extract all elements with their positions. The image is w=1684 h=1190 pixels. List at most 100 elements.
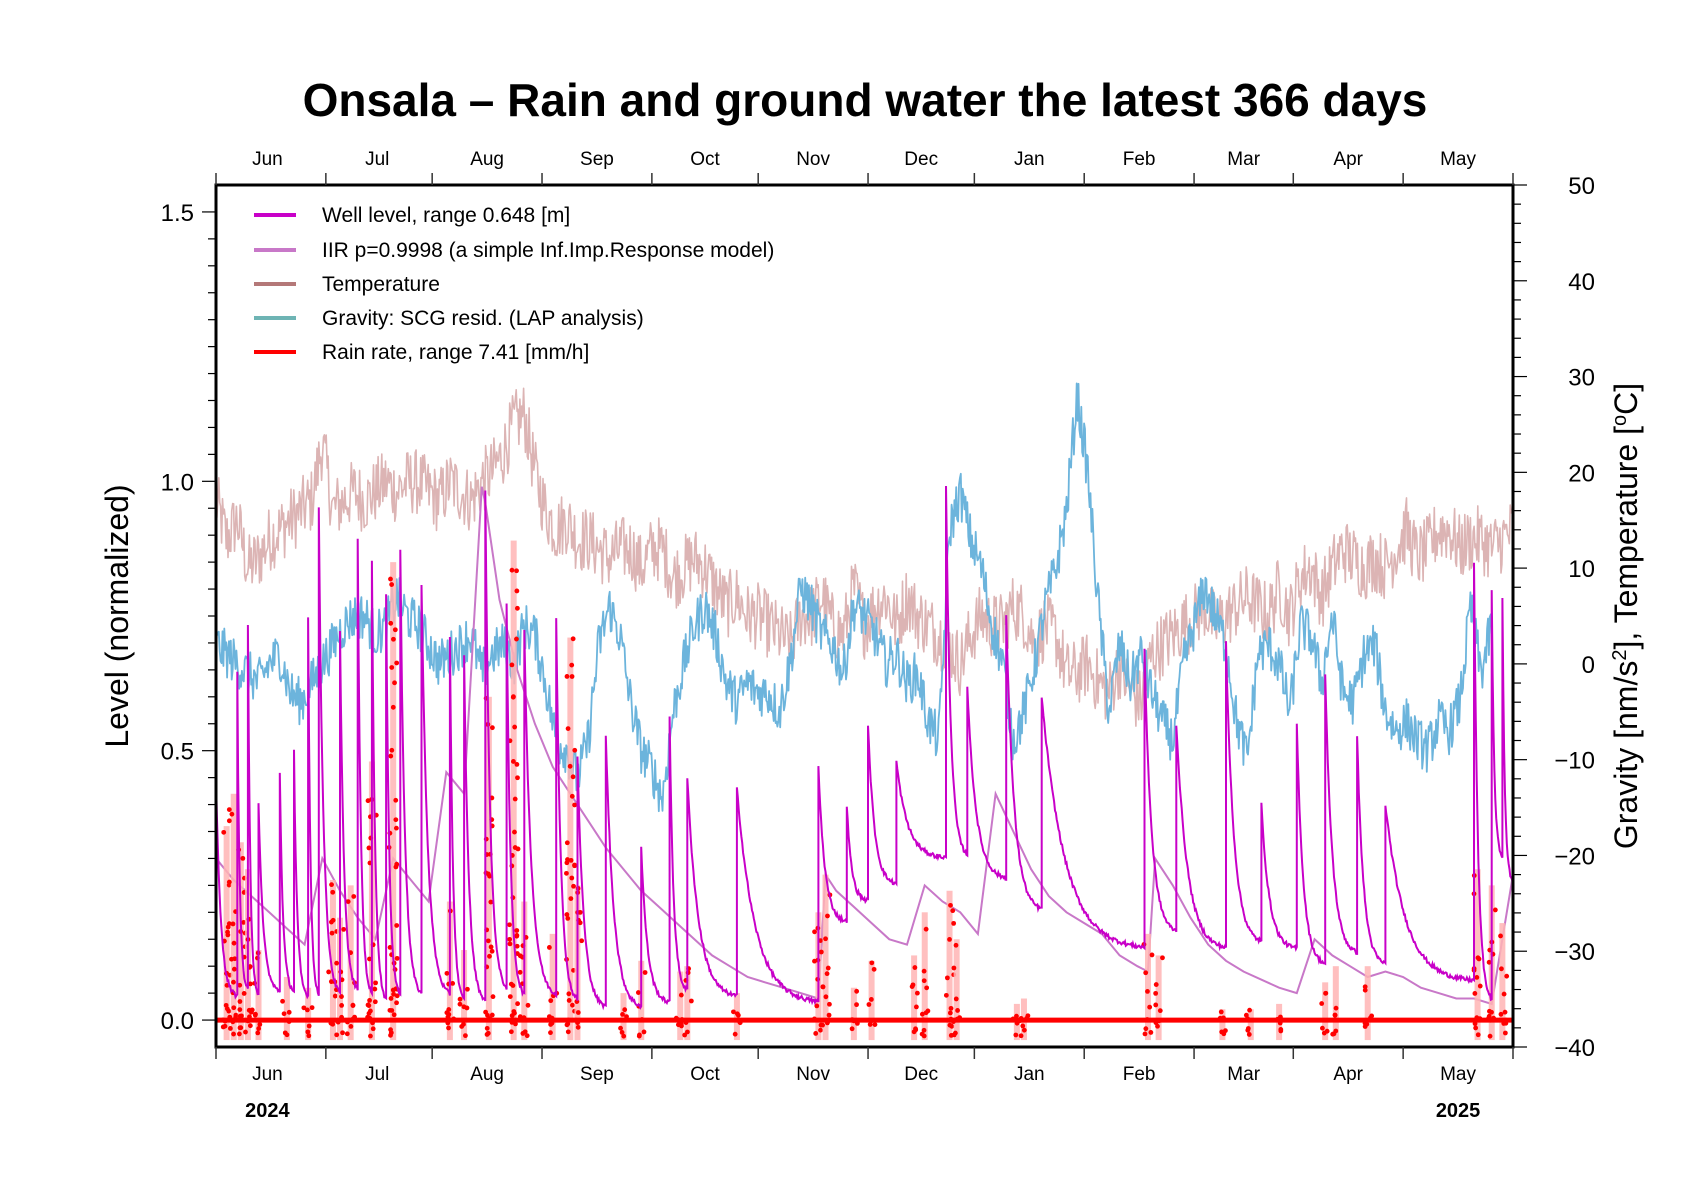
- rain-point: [459, 1024, 465, 1029]
- rain-event: [731, 993, 743, 1041]
- rain-point: [872, 1022, 878, 1028]
- rain-bar: [329, 879, 336, 1041]
- y2-tick-label: 50: [1568, 173, 1595, 200]
- axes-layer: 0.0 0.5 1.0 1.5 −40 −30 −20 −10 0 10 20 30 40 50 Jun Ju…: [161, 149, 1595, 1122]
- rain-point: [854, 1002, 859, 1008]
- rain-point: [1502, 1030, 1508, 1036]
- rain-event: [226, 793, 239, 1041]
- rain-point: [620, 1012, 625, 1017]
- x-top-month-label: Apr: [1333, 149, 1363, 170]
- rain-point: [457, 1001, 463, 1007]
- rain-point: [1492, 907, 1498, 913]
- rain-point: [1333, 1005, 1339, 1011]
- rain-point: [1324, 1028, 1330, 1034]
- rain-point: [248, 1009, 254, 1015]
- rain-point: [913, 1027, 919, 1033]
- rain-point: [457, 996, 463, 1002]
- rain-bar: [390, 562, 397, 1041]
- temperature-line: [216, 387, 1513, 727]
- rain-point: [1020, 1023, 1026, 1029]
- rain-point: [919, 1011, 925, 1017]
- rain-point: [575, 1024, 581, 1030]
- rain-point: [394, 993, 400, 999]
- x-bottom-month-label: Nov: [796, 1064, 830, 1085]
- rain-point: [514, 933, 520, 938]
- rain-event: [507, 540, 521, 1041]
- rain-point: [221, 829, 227, 835]
- rain-point: [1218, 1009, 1224, 1015]
- x-top-month-label: Sep: [580, 149, 614, 170]
- rain-point: [229, 811, 235, 817]
- rain-point: [514, 928, 520, 933]
- rain-point: [1149, 952, 1155, 958]
- rain-point: [334, 960, 340, 966]
- rain-point: [682, 1032, 688, 1038]
- rain-event: [1243, 1007, 1254, 1041]
- rain-point: [231, 1031, 236, 1037]
- rain-point: [871, 966, 877, 972]
- rain-point: [463, 1033, 468, 1039]
- rain-point: [286, 1009, 292, 1015]
- rain-point: [231, 966, 237, 972]
- x-bottom-month-label: May: [1440, 1064, 1476, 1085]
- rain-point: [226, 807, 232, 813]
- rain-point: [572, 747, 578, 753]
- x-bottom-month-label: Jan: [1014, 1064, 1045, 1085]
- rain-point: [1362, 984, 1368, 990]
- legend-item-temperature: Temperature: [254, 273, 440, 296]
- rain-point: [389, 665, 395, 670]
- rain-point: [226, 879, 232, 885]
- rain-point: [525, 1002, 531, 1008]
- rain-point: [309, 1005, 315, 1011]
- rain-point: [513, 1021, 518, 1027]
- rain-point: [951, 920, 957, 926]
- rain-point: [330, 1021, 336, 1027]
- rain-point: [1143, 1026, 1149, 1032]
- series-layer: [216, 382, 1513, 1041]
- rain-point: [348, 1023, 354, 1029]
- rain-bar: [1364, 966, 1371, 1041]
- rain-point: [514, 761, 520, 767]
- rain-point: [826, 1012, 832, 1018]
- rain-point: [367, 956, 372, 962]
- x-bottom-month-label: Feb: [1123, 1064, 1156, 1085]
- rain-point: [391, 636, 396, 642]
- rain-point: [1145, 988, 1150, 994]
- rain-point: [1362, 987, 1368, 993]
- rain-point: [465, 986, 470, 992]
- rain-point: [237, 1025, 243, 1031]
- rain-point: [490, 994, 496, 1000]
- rain-point: [514, 588, 520, 594]
- rain-point: [1147, 1004, 1153, 1010]
- legend: Well level, range 0.648 [m] IIR p=0.9998…: [254, 204, 774, 364]
- rain-point: [688, 998, 694, 1004]
- rain-point: [239, 1013, 244, 1019]
- rain-bar: [510, 540, 517, 1041]
- rain-point: [247, 981, 253, 987]
- rain-event: [1141, 933, 1155, 1041]
- y2-tick-label: −30: [1554, 939, 1595, 966]
- x-bottom-month-label: Jun: [252, 1064, 283, 1085]
- rain-point: [569, 793, 575, 799]
- y2-tick-label: 0: [1582, 652, 1595, 679]
- rain-point: [912, 965, 918, 970]
- rain-point: [641, 1029, 647, 1035]
- rain-point: [515, 1001, 521, 1007]
- rain-point: [570, 636, 576, 642]
- x-year-label: 2025: [1436, 1100, 1481, 1122]
- rain-event: [1153, 955, 1165, 1041]
- rain-point: [222, 1023, 228, 1029]
- rain-bar: [567, 637, 574, 1041]
- rain-point: [394, 955, 400, 961]
- rain-point: [943, 992, 949, 998]
- rain-point: [913, 1004, 919, 1010]
- rain-point: [391, 1012, 397, 1018]
- rain-point: [570, 1002, 575, 1008]
- rain-point: [564, 674, 570, 679]
- rain-bar: [1322, 982, 1329, 1041]
- rain-point: [571, 883, 576, 889]
- rain-point: [231, 1005, 237, 1011]
- rain-point: [548, 1030, 553, 1036]
- rain-point: [572, 802, 577, 808]
- rain-point: [394, 923, 400, 928]
